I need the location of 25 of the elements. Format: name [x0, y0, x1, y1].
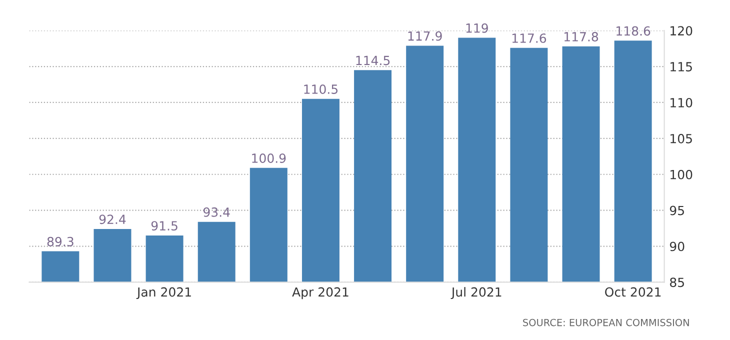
- data-label: 110.5: [304, 84, 338, 94]
- data-label: 118.6: [616, 26, 650, 36]
- data-label: 114.5: [356, 56, 390, 66]
- data-label: 92.4: [99, 214, 126, 224]
- data-label: 119: [466, 23, 488, 33]
- y-tick-label: 105: [670, 134, 692, 144]
- y-tick-label: 120: [670, 26, 692, 36]
- y-tick-label: 110: [670, 98, 692, 108]
- data-label: 100.9: [252, 154, 286, 163]
- x-tick-label: Jul 2021: [450, 287, 502, 300]
- y-tick-label: 85: [670, 278, 684, 288]
- data-label: 117.8: [564, 32, 598, 42]
- data-label: 89.3: [47, 236, 74, 246]
- y-tick-label: 115: [670, 62, 692, 72]
- y-tick-label: 100: [670, 170, 692, 180]
- x-tick-label: Oct 2021: [605, 287, 661, 297]
- y-tick-label: 90: [670, 242, 684, 252]
- x-tick-label: Apr 2021: [292, 287, 348, 300]
- data-label: 117.6: [512, 33, 546, 43]
- data-label: 93.4: [203, 207, 230, 217]
- source-note: SOURCE: EUROPEAN COMMISSION: [523, 318, 689, 326]
- y-tick-label: 95: [670, 206, 684, 216]
- data-label: 91.5: [151, 221, 178, 231]
- x-tick-label: Jan 2021: [136, 287, 191, 300]
- data-label: 117.9: [408, 31, 442, 41]
